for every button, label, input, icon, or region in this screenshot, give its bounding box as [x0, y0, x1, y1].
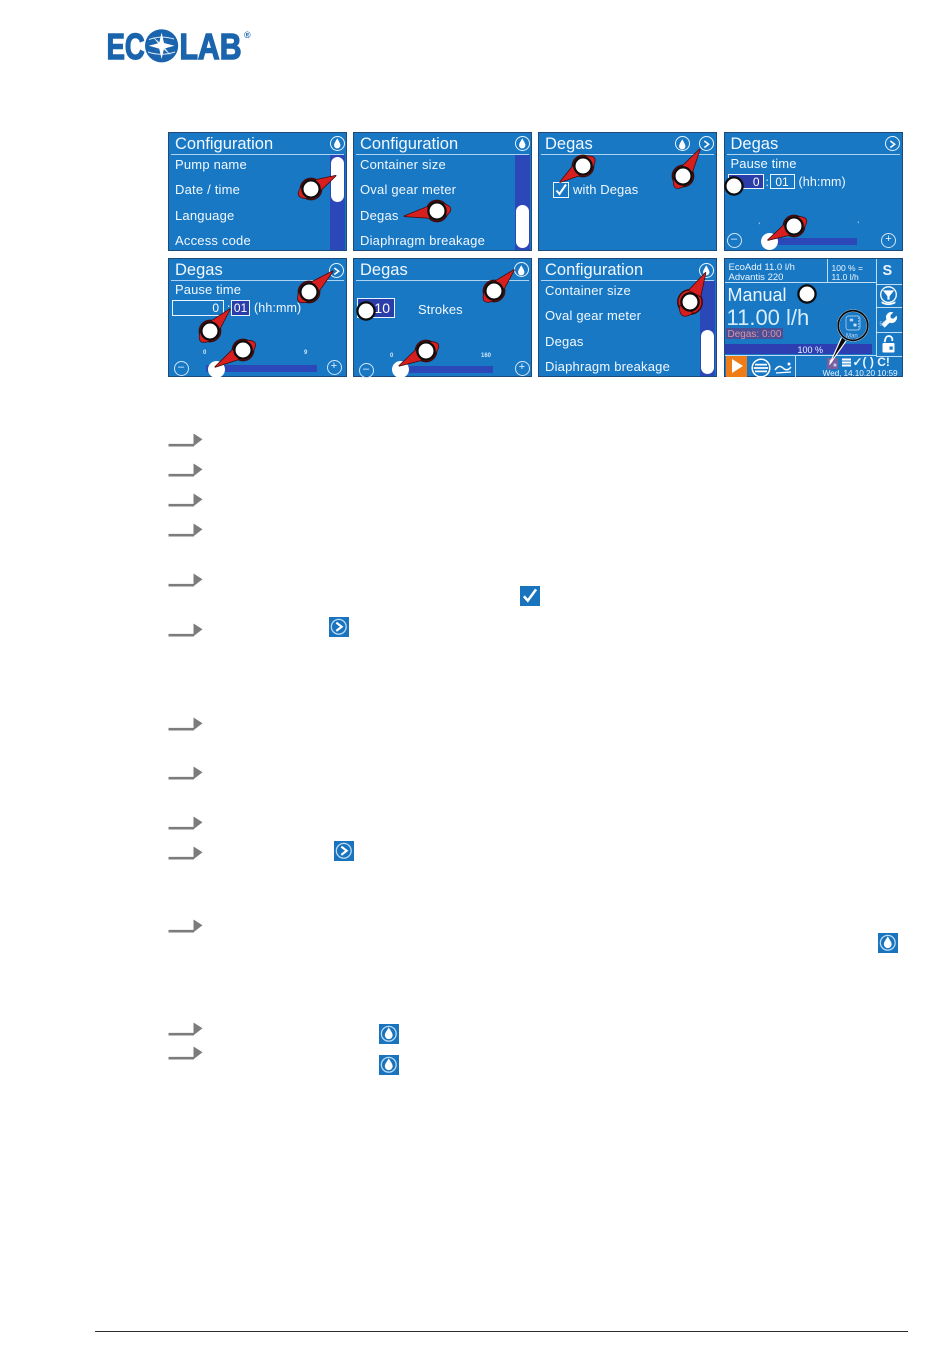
svg-text:LAB: LAB [180, 26, 242, 67]
svg-text:®: ® [244, 30, 251, 40]
svg-text:Man: Man [846, 334, 858, 340]
svg-text:50: 50 [880, 322, 886, 328]
svg-text:EC: EC [107, 26, 145, 67]
